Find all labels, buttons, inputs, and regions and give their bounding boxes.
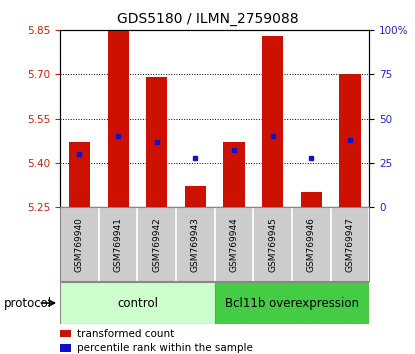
Bar (262, 36, 283, 207)
Bar (185, 187, 206, 207)
Bar (339, 74, 361, 207)
Text: GSM769945: GSM769945 (268, 217, 277, 272)
Text: GSM769947: GSM769947 (346, 217, 354, 272)
Bar (146, 77, 167, 207)
Text: GSM769940: GSM769940 (75, 217, 84, 272)
Text: GSM769941: GSM769941 (114, 217, 123, 272)
Bar (60, 330, 71, 337)
Text: GSM769943: GSM769943 (191, 217, 200, 272)
Bar (69, 142, 90, 207)
Bar (215, 282, 369, 324)
Text: protocol: protocol (4, 297, 52, 309)
Text: transformed count: transformed count (77, 329, 174, 338)
Text: GDS5180 / ILMN_2759088: GDS5180 / ILMN_2759088 (117, 12, 298, 27)
Text: GSM769946: GSM769946 (307, 217, 316, 272)
Text: control: control (117, 297, 158, 309)
Bar (107, 30, 129, 207)
Text: percentile rank within the sample: percentile rank within the sample (77, 343, 253, 353)
Bar (60, 344, 71, 352)
Bar (301, 192, 322, 207)
Bar (60, 282, 215, 324)
Text: Bcl11b overexpression: Bcl11b overexpression (225, 297, 359, 309)
Text: GSM769942: GSM769942 (152, 217, 161, 272)
Text: GSM769944: GSM769944 (229, 217, 239, 272)
Bar (223, 142, 245, 207)
